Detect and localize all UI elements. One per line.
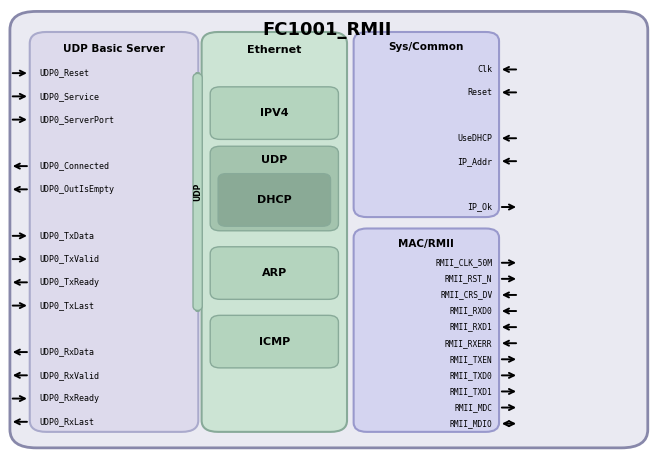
- Text: Ethernet: Ethernet: [247, 45, 301, 55]
- FancyBboxPatch shape: [202, 32, 347, 432]
- Text: IP_Addr: IP_Addr: [457, 157, 492, 166]
- FancyBboxPatch shape: [210, 247, 338, 299]
- FancyBboxPatch shape: [210, 87, 338, 139]
- Text: UDP0_RxValid: UDP0_RxValid: [39, 371, 99, 380]
- Text: UDP0_Connected: UDP0_Connected: [39, 162, 109, 170]
- Text: RMII_MDIO: RMII_MDIO: [449, 419, 492, 428]
- Text: UDP0_TxValid: UDP0_TxValid: [39, 255, 99, 264]
- Text: RMII_RXD0: RMII_RXD0: [449, 307, 492, 315]
- Text: ARP: ARP: [262, 268, 287, 278]
- FancyBboxPatch shape: [210, 146, 338, 231]
- Text: RMII_RST_N: RMII_RST_N: [445, 274, 492, 283]
- FancyBboxPatch shape: [193, 73, 202, 311]
- Text: RMII_TXEN: RMII_TXEN: [449, 355, 492, 364]
- Text: UDP0_TxData: UDP0_TxData: [39, 231, 94, 240]
- Text: UDP: UDP: [261, 155, 288, 165]
- Text: RMII_RXERR: RMII_RXERR: [445, 339, 492, 348]
- Text: RMII_CLK_50M: RMII_CLK_50M: [436, 258, 492, 267]
- Text: FC1001_RMII: FC1001_RMII: [262, 21, 392, 39]
- FancyBboxPatch shape: [30, 32, 198, 432]
- Text: ICMP: ICMP: [258, 337, 290, 346]
- Text: UDP0_TxReady: UDP0_TxReady: [39, 278, 99, 287]
- Text: RMII_TXD0: RMII_TXD0: [449, 371, 492, 380]
- FancyBboxPatch shape: [210, 315, 338, 368]
- Text: UDP0_RxReady: UDP0_RxReady: [39, 394, 99, 403]
- Text: DHCP: DHCP: [257, 195, 292, 205]
- Text: IP_Ok: IP_Ok: [467, 202, 492, 212]
- Text: RMII_RXD1: RMII_RXD1: [449, 323, 492, 332]
- FancyBboxPatch shape: [354, 32, 499, 217]
- Text: UDP: UDP: [193, 183, 202, 201]
- Text: UDP0_RxData: UDP0_RxData: [39, 348, 94, 356]
- Text: Clk: Clk: [477, 65, 492, 74]
- Text: MAC/RMII: MAC/RMII: [399, 239, 454, 249]
- Text: UDP Basic Server: UDP Basic Server: [63, 44, 165, 54]
- Text: UDP0_RxLast: UDP0_RxLast: [39, 417, 94, 426]
- Text: RMII_MDC: RMII_MDC: [455, 403, 492, 412]
- FancyBboxPatch shape: [218, 174, 330, 226]
- Text: RMII_CRS_DV: RMII_CRS_DV: [440, 291, 492, 299]
- Text: UDP0_TxLast: UDP0_TxLast: [39, 301, 94, 310]
- Text: UDP0_Service: UDP0_Service: [39, 92, 99, 101]
- Text: UDP0_Reset: UDP0_Reset: [39, 69, 89, 78]
- Text: UDP0_OutIsEmpty: UDP0_OutIsEmpty: [39, 185, 114, 194]
- Text: Sys/Common: Sys/Common: [389, 42, 464, 52]
- FancyBboxPatch shape: [10, 11, 648, 448]
- Text: UseDHCP: UseDHCP: [457, 134, 492, 143]
- FancyBboxPatch shape: [354, 228, 499, 432]
- Text: UDP0_ServerPort: UDP0_ServerPort: [39, 115, 114, 124]
- Text: Reset: Reset: [467, 88, 492, 97]
- Text: IPV4: IPV4: [260, 108, 289, 118]
- Text: RMII_TXD1: RMII_TXD1: [449, 387, 492, 396]
